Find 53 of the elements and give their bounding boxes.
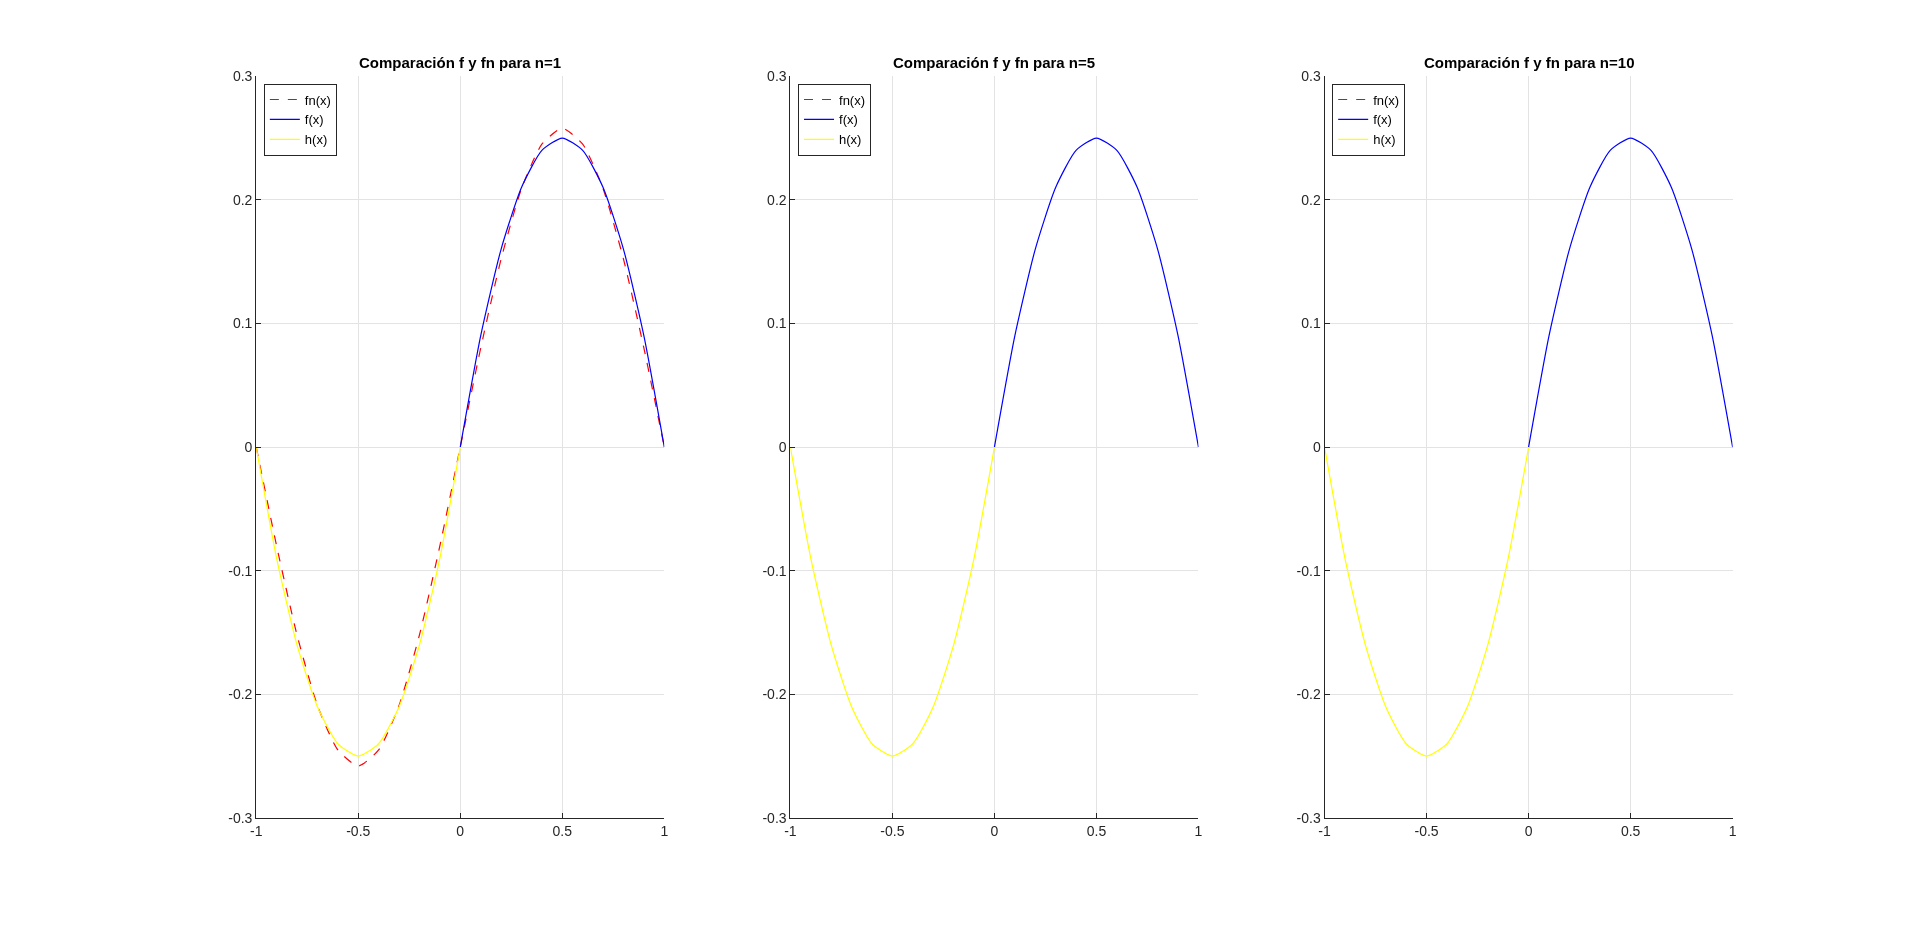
legend-label: h(x) (1373, 132, 1396, 148)
y-tick-label: -0.2 (762, 686, 787, 703)
y-tick-label: 0.2 (767, 191, 787, 208)
x-tick-label: 1 (660, 822, 669, 839)
chart-title: Comparación f y fn para n=5 (893, 54, 1096, 71)
y-tick-label: -0.1 (762, 562, 787, 579)
legend-label: f(x) (1373, 112, 1392, 128)
y-tick-label: 0 (244, 438, 253, 455)
x-tick-label: 0 (456, 822, 465, 839)
chart-title: Comparación f y fn para n=1 (359, 54, 562, 71)
y-tick-label: -0.2 (1296, 686, 1321, 703)
x-tick-label: 0 (1524, 822, 1533, 839)
y-tick-label: -0.1 (228, 562, 253, 579)
line-series (790, 446, 996, 757)
chart-title: Comparación f y fn para n=10 (1424, 54, 1635, 71)
line-series (459, 137, 665, 448)
legend-label: fn(x) (304, 92, 331, 108)
legend-label: fn(x) (839, 92, 866, 108)
y-tick-label: 0.3 (767, 68, 787, 85)
x-tick-label: 0.5 (1620, 822, 1641, 839)
x-tick-label: -1 (1318, 822, 1331, 839)
y-tick-label: -0.1 (1296, 562, 1321, 579)
line-series (1527, 137, 1733, 448)
y-tick-label: 0.3 (232, 68, 253, 85)
x-tick-label: 0.5 (1086, 822, 1107, 839)
x-tick-label: -0.5 (1414, 822, 1439, 839)
line-series (1324, 446, 1530, 757)
y-tick-label: -0.2 (228, 686, 253, 703)
x-tick-label: -0.5 (346, 822, 371, 839)
legend-label: h(x) (839, 132, 862, 148)
y-tick-label: 0.2 (1301, 191, 1321, 208)
legend-label: h(x) (304, 132, 328, 148)
y-tick-label: 0.3 (1301, 68, 1321, 85)
y-tick-label: 0 (1312, 438, 1321, 455)
x-tick-label: 1 (1194, 822, 1203, 839)
x-tick-label: 1 (1728, 822, 1737, 839)
y-tick-label: 0.1 (767, 315, 787, 332)
y-tick-label: 0 (778, 438, 787, 455)
x-tick-label: -0.5 (880, 822, 905, 839)
y-tick-label: -0.3 (762, 809, 787, 826)
legend-label: fn(x) (1373, 92, 1400, 108)
x-tick-label: 0.5 (552, 822, 573, 839)
x-tick-label: -1 (784, 822, 797, 839)
line-series (256, 127, 665, 767)
line-series (993, 137, 1199, 448)
y-tick-label: 0.1 (1301, 315, 1321, 332)
y-tick-label: 0.2 (232, 191, 253, 208)
y-tick-label: 0.1 (232, 315, 253, 332)
x-tick-label: 0 (990, 822, 999, 839)
legend-label: f(x) (304, 112, 324, 128)
y-tick-label: -0.3 (1296, 809, 1321, 826)
legend-label: f(x) (839, 112, 858, 128)
line-series (256, 446, 461, 757)
